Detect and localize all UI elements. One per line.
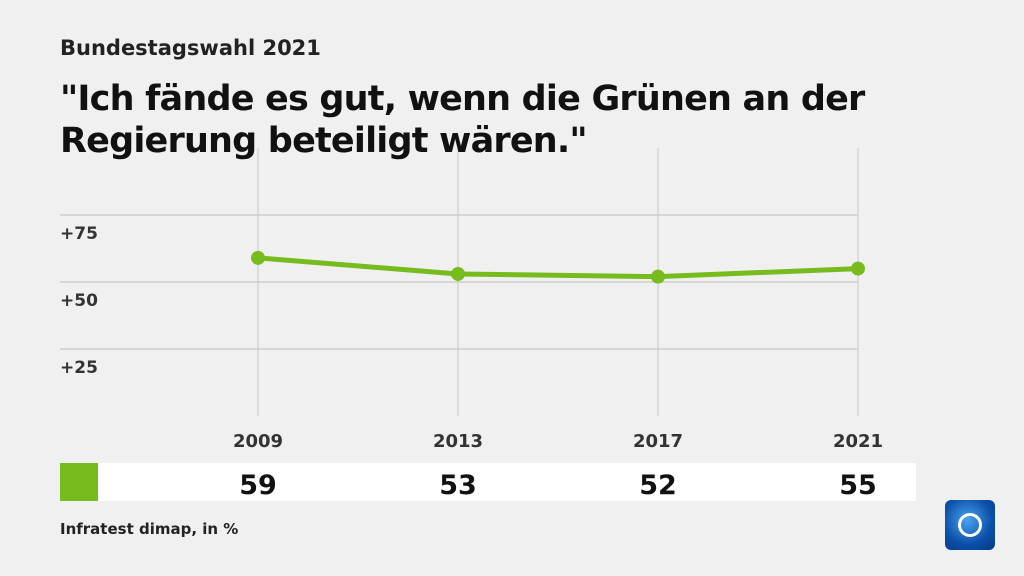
- value-label: 52: [639, 470, 677, 501]
- series-line: [257, 255, 859, 280]
- legend-swatch: [60, 463, 98, 501]
- tagesschau-logo: [945, 500, 995, 550]
- y-tick-label: +75: [60, 224, 98, 244]
- supertitle: Bundestagswahl 2021: [60, 36, 321, 60]
- y-tick-label: +50: [60, 291, 98, 311]
- value-label: 55: [839, 470, 877, 501]
- x-tick-label: 2021: [833, 431, 883, 452]
- data-point: [851, 261, 865, 276]
- value-label: 53: [439, 470, 477, 501]
- x-tick-label: 2017: [633, 431, 683, 452]
- chart-title: "Ich fände es gut, wenn die Grünen an de…: [60, 79, 865, 161]
- y-tick-label: +25: [60, 358, 98, 378]
- source-note: Infratest dimap, in %: [60, 520, 239, 538]
- value-label: 59: [239, 470, 277, 501]
- value-row: [98, 463, 916, 501]
- x-tick-label: 2009: [233, 431, 283, 452]
- x-tick-label: 2013: [433, 431, 483, 452]
- data-point: [251, 250, 265, 265]
- logo-ring-icon: [958, 513, 982, 537]
- data-point: [451, 266, 465, 281]
- data-point: [651, 269, 665, 284]
